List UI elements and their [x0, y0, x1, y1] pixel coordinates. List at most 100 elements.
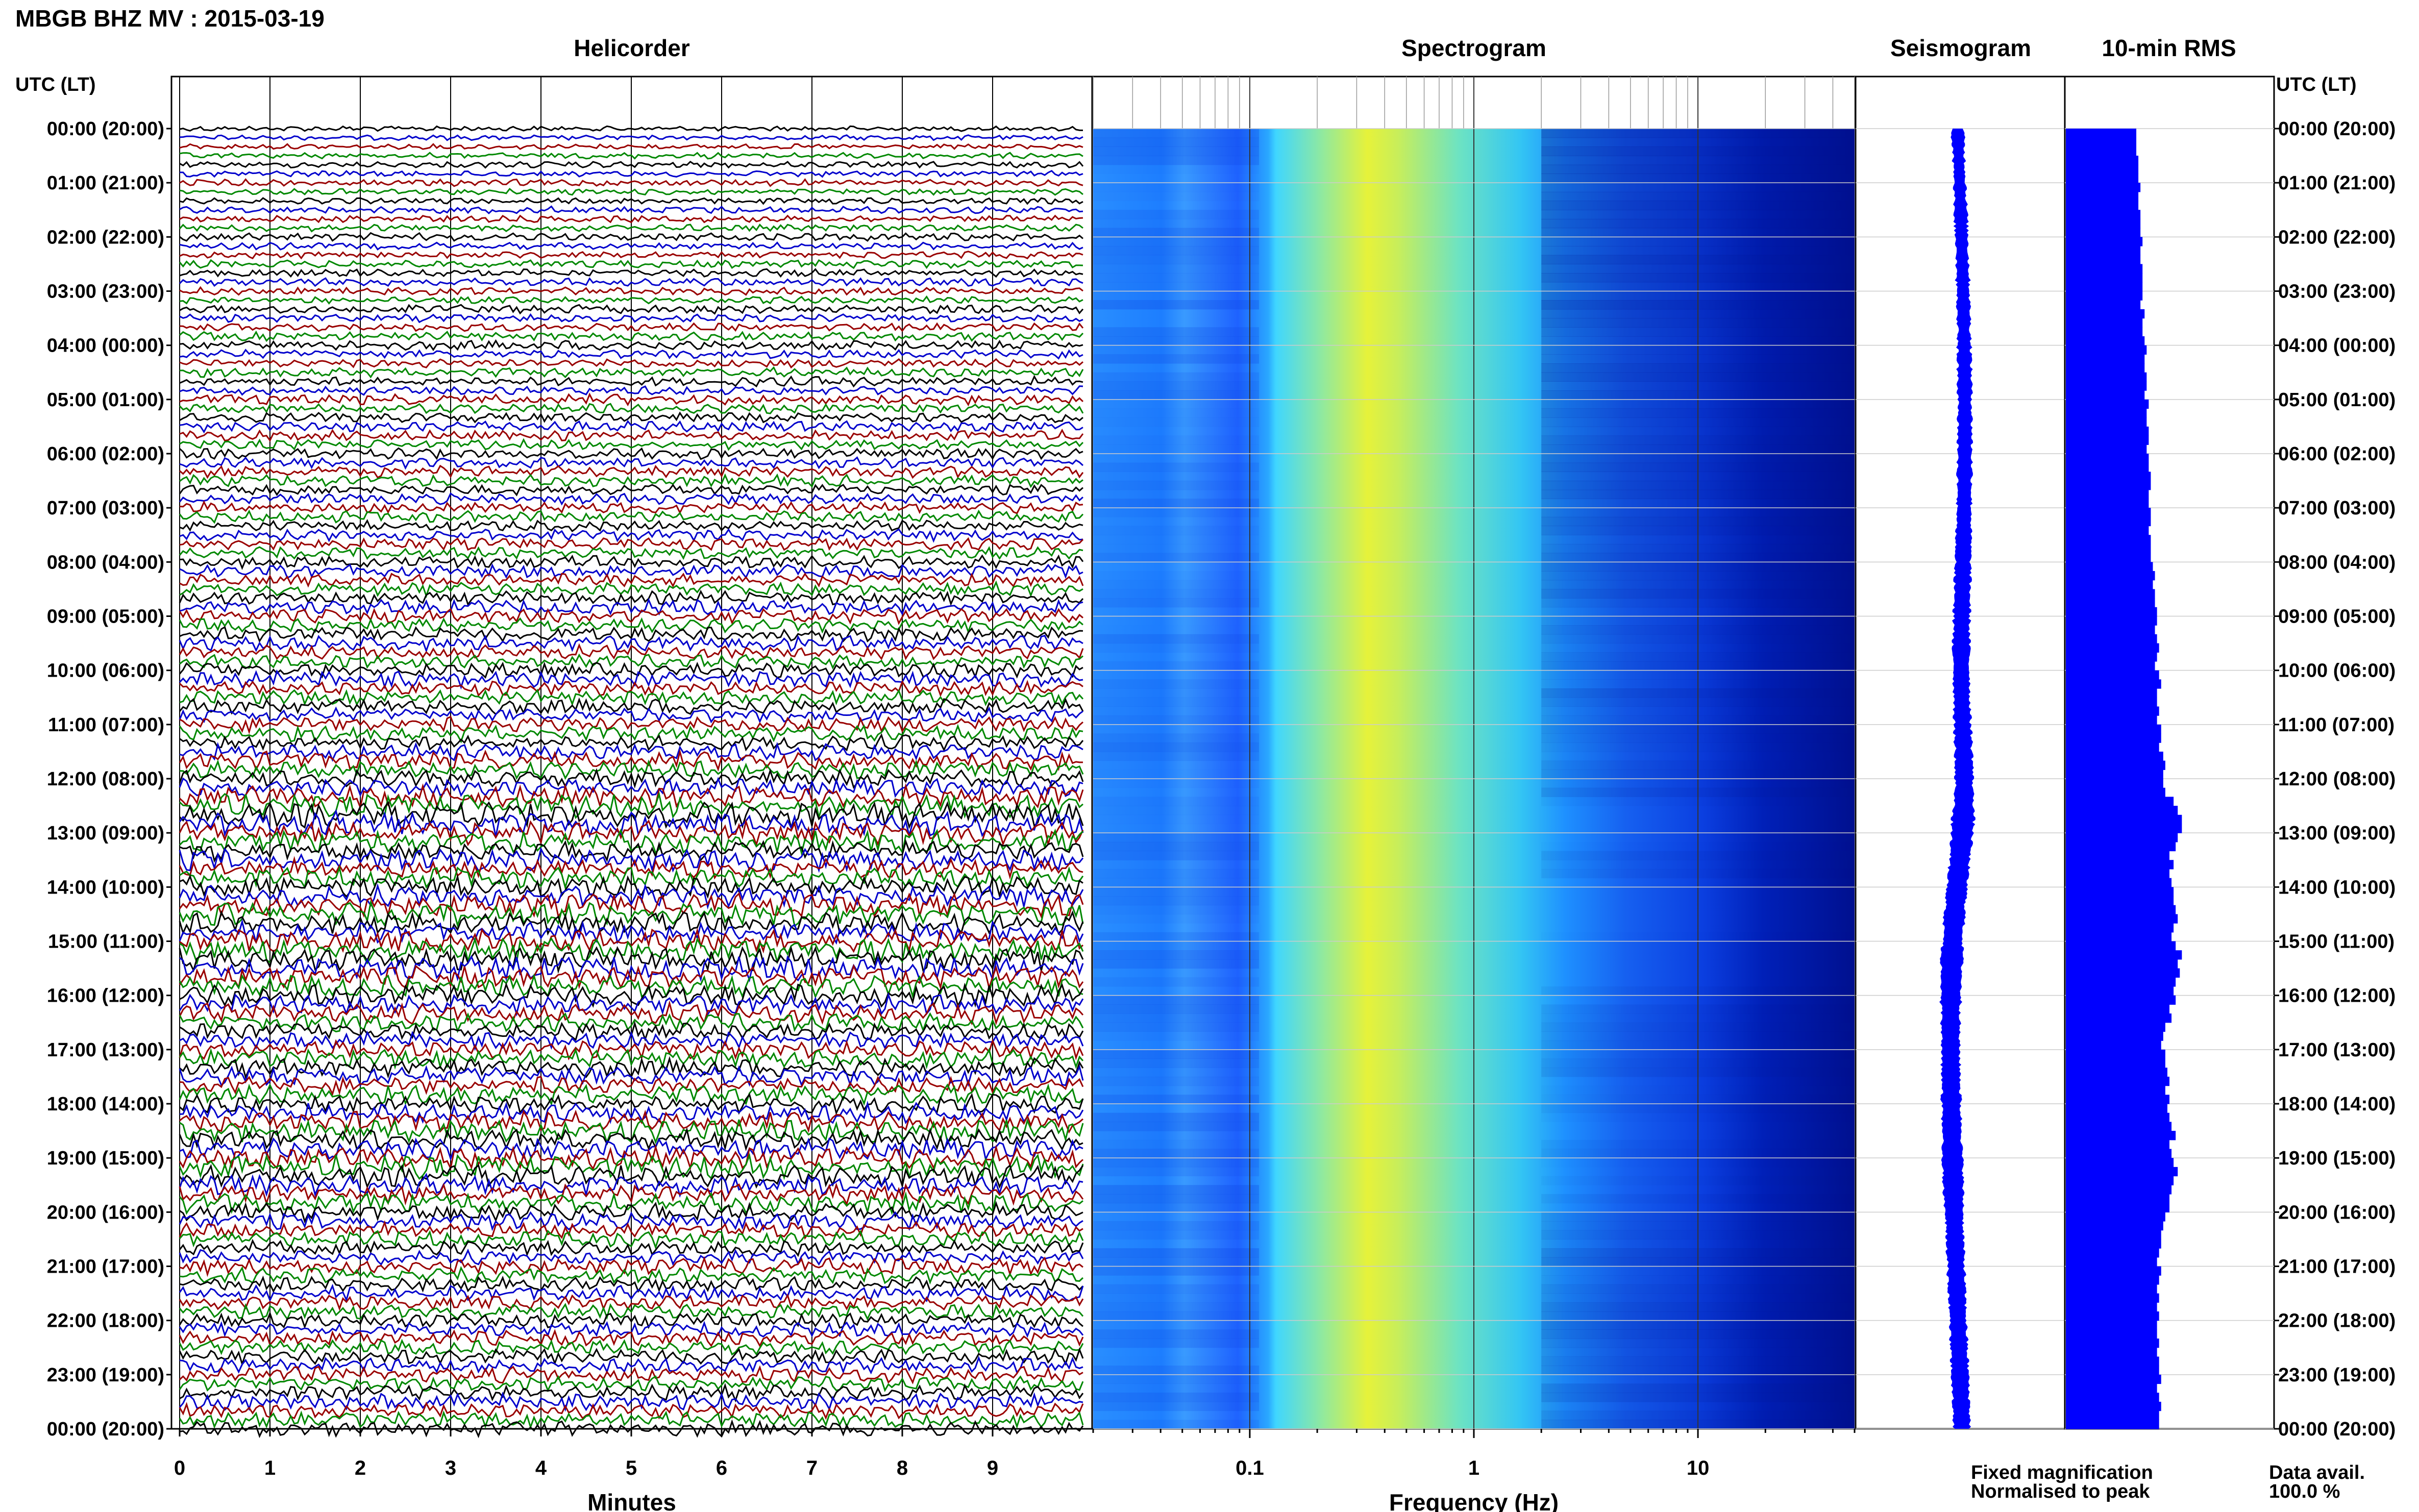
spectrogram-row-shade	[1093, 950, 1260, 960]
helicorder-trace-line	[179, 528, 1083, 543]
helicorder-trace-line	[179, 733, 1084, 752]
rms-bar	[2066, 1420, 2159, 1429]
right-time-tick-label: 20:00 (16:00)	[2278, 1202, 2396, 1223]
spectrogram-row-shade	[1093, 1022, 1260, 1032]
spectrogram-row-shade	[1093, 399, 1260, 409]
helicorder-trace-line	[179, 883, 1084, 910]
rms-bar	[2066, 652, 2157, 662]
rms-bar	[2066, 625, 2155, 635]
left-time-tick-label: 06:00 (02:00)	[47, 443, 164, 465]
rms-bar	[2066, 535, 2151, 544]
spectrogram-row-shade	[1093, 535, 1260, 544]
spectrogram-row-shade	[1093, 327, 1260, 337]
spectrogram-row-shade	[1093, 481, 1260, 490]
left-time-tick-label: 14:00 (10:00)	[47, 877, 164, 898]
right-time-axis-label: UTC (LT)	[2276, 74, 2357, 95]
spectrogram-row-shade	[1093, 643, 1260, 653]
helicorder-trace-line	[179, 438, 1084, 451]
helicorder-trace-line	[179, 580, 1083, 599]
spectrogram-row-shade	[1093, 318, 1259, 328]
spectrogram-row-shade	[1093, 1284, 1260, 1294]
spectrogram-row-shade	[1093, 246, 1260, 256]
rms-bar	[2066, 201, 2139, 210]
left-time-tick-label: 03:00 (23:00)	[47, 281, 164, 303]
helicorder-trace-line	[179, 313, 1083, 324]
helicorder-trace-line	[179, 617, 1083, 634]
helicorder-trace-line	[179, 563, 1083, 579]
rms-bar	[2066, 164, 2139, 175]
spectrogram-row-shade	[1093, 1122, 1260, 1131]
rms-bar	[2066, 914, 2178, 924]
left-time-tick-label: 11:00 (07:00)	[48, 714, 164, 736]
helicorder-trace-line	[179, 777, 1083, 799]
spectrogram-row-shade	[1093, 1058, 1260, 1068]
spectrogram-row-shade	[1093, 489, 1260, 499]
spectrogram-row-shade	[1093, 345, 1260, 355]
helicorder-trace-line	[179, 169, 1083, 178]
rms-bar	[2066, 129, 2137, 138]
helicorder-trace-line	[179, 385, 1083, 396]
rms-bar	[2066, 1040, 2161, 1050]
spectrogram-row-shade	[1093, 1420, 1260, 1429]
spectrogram-row-shade	[1093, 309, 1259, 318]
helicorder-trace-line	[179, 828, 1084, 856]
rms-bar	[2066, 526, 2149, 535]
figure-title: MBGB BHZ MV : 2015-03-19	[15, 5, 325, 32]
helicorder-trace-line	[179, 1048, 1084, 1070]
helicorder-trace-line	[179, 1365, 1083, 1384]
left-time-tick-label: 15:00 (11:00)	[48, 931, 164, 953]
spectrogram-row-shade	[1093, 173, 1259, 183]
helicorder-trace-line	[179, 1303, 1084, 1321]
rms-bar	[2066, 905, 2176, 915]
helicorder-trace-line	[179, 358, 1083, 369]
rms-bar	[2066, 508, 2151, 517]
left-time-tick-label: 08:00 (04:00)	[47, 552, 164, 573]
left-time-tick-label: 16:00 (12:00)	[47, 985, 164, 1007]
spectrogram-row-shade	[1093, 1329, 1260, 1339]
helicorder-x-tick-label: 6	[716, 1457, 727, 1479]
spectrogram-row-shade	[1093, 887, 1260, 897]
spectrogram-row-shade	[1093, 760, 1260, 770]
left-time-tick-label: 20:00 (16:00)	[47, 1202, 164, 1223]
spectrogram-row-shade	[1093, 670, 1260, 680]
spectrogram-row-shade	[1093, 779, 1260, 788]
rms-bar	[2066, 191, 2139, 202]
spectrogram-row-shade	[1093, 878, 1260, 887]
helicorder-trace-line	[179, 783, 1084, 810]
helicorder-trace-line	[179, 197, 1083, 205]
helicorder-trace-line	[179, 680, 1083, 698]
helicorder-trace-line	[179, 178, 1083, 187]
rms-bar	[2066, 860, 2174, 870]
helicorder-x-tick-label: 8	[897, 1457, 908, 1479]
rms-bar	[2066, 1266, 2161, 1276]
right-time-tick-label: 01:00 (21:00)	[2278, 172, 2396, 194]
rms-bar	[2066, 354, 2145, 364]
helicorder-trace-line	[179, 1375, 1084, 1393]
rms-bar	[2066, 814, 2182, 825]
helicorder-trace-line	[179, 910, 1084, 936]
spectrogram-row-shade	[1093, 454, 1260, 463]
spectrogram-row-shade	[1093, 129, 1260, 138]
spectrogram-row-shade	[1093, 589, 1260, 599]
spectrogram-row-shade	[1093, 851, 1260, 860]
spectrogram-row-shade	[1093, 905, 1260, 914]
spectrogram-row-shade	[1093, 255, 1260, 264]
helicorder-x-tick-label: 3	[445, 1457, 456, 1479]
helicorder-trace-line	[179, 473, 1083, 488]
helicorder-trace-line	[179, 598, 1083, 616]
right-time-tick-label: 14:00 (10:00)	[2278, 877, 2396, 898]
helicorder-trace-line	[179, 1392, 1083, 1412]
rms-bar	[2066, 273, 2143, 283]
right-time-tick-label: 11:00 (07:00)	[2278, 714, 2395, 736]
helicorder-trace-line	[179, 259, 1083, 269]
spectrogram-row-shade	[1093, 1104, 1259, 1113]
rms-bar	[2066, 923, 2174, 933]
rms-bar	[2066, 255, 2141, 265]
right-time-tick-label: 05:00 (01:00)	[2278, 389, 2396, 411]
helicorder-trace-line	[179, 697, 1084, 715]
helicorder-x-tick-label: 7	[806, 1457, 818, 1479]
right-time-tick-label: 12:00 (08:00)	[2278, 769, 2396, 790]
helicorder-trace-line	[179, 509, 1084, 524]
rms-bar	[2066, 246, 2141, 256]
rms-bar	[2066, 571, 2155, 581]
